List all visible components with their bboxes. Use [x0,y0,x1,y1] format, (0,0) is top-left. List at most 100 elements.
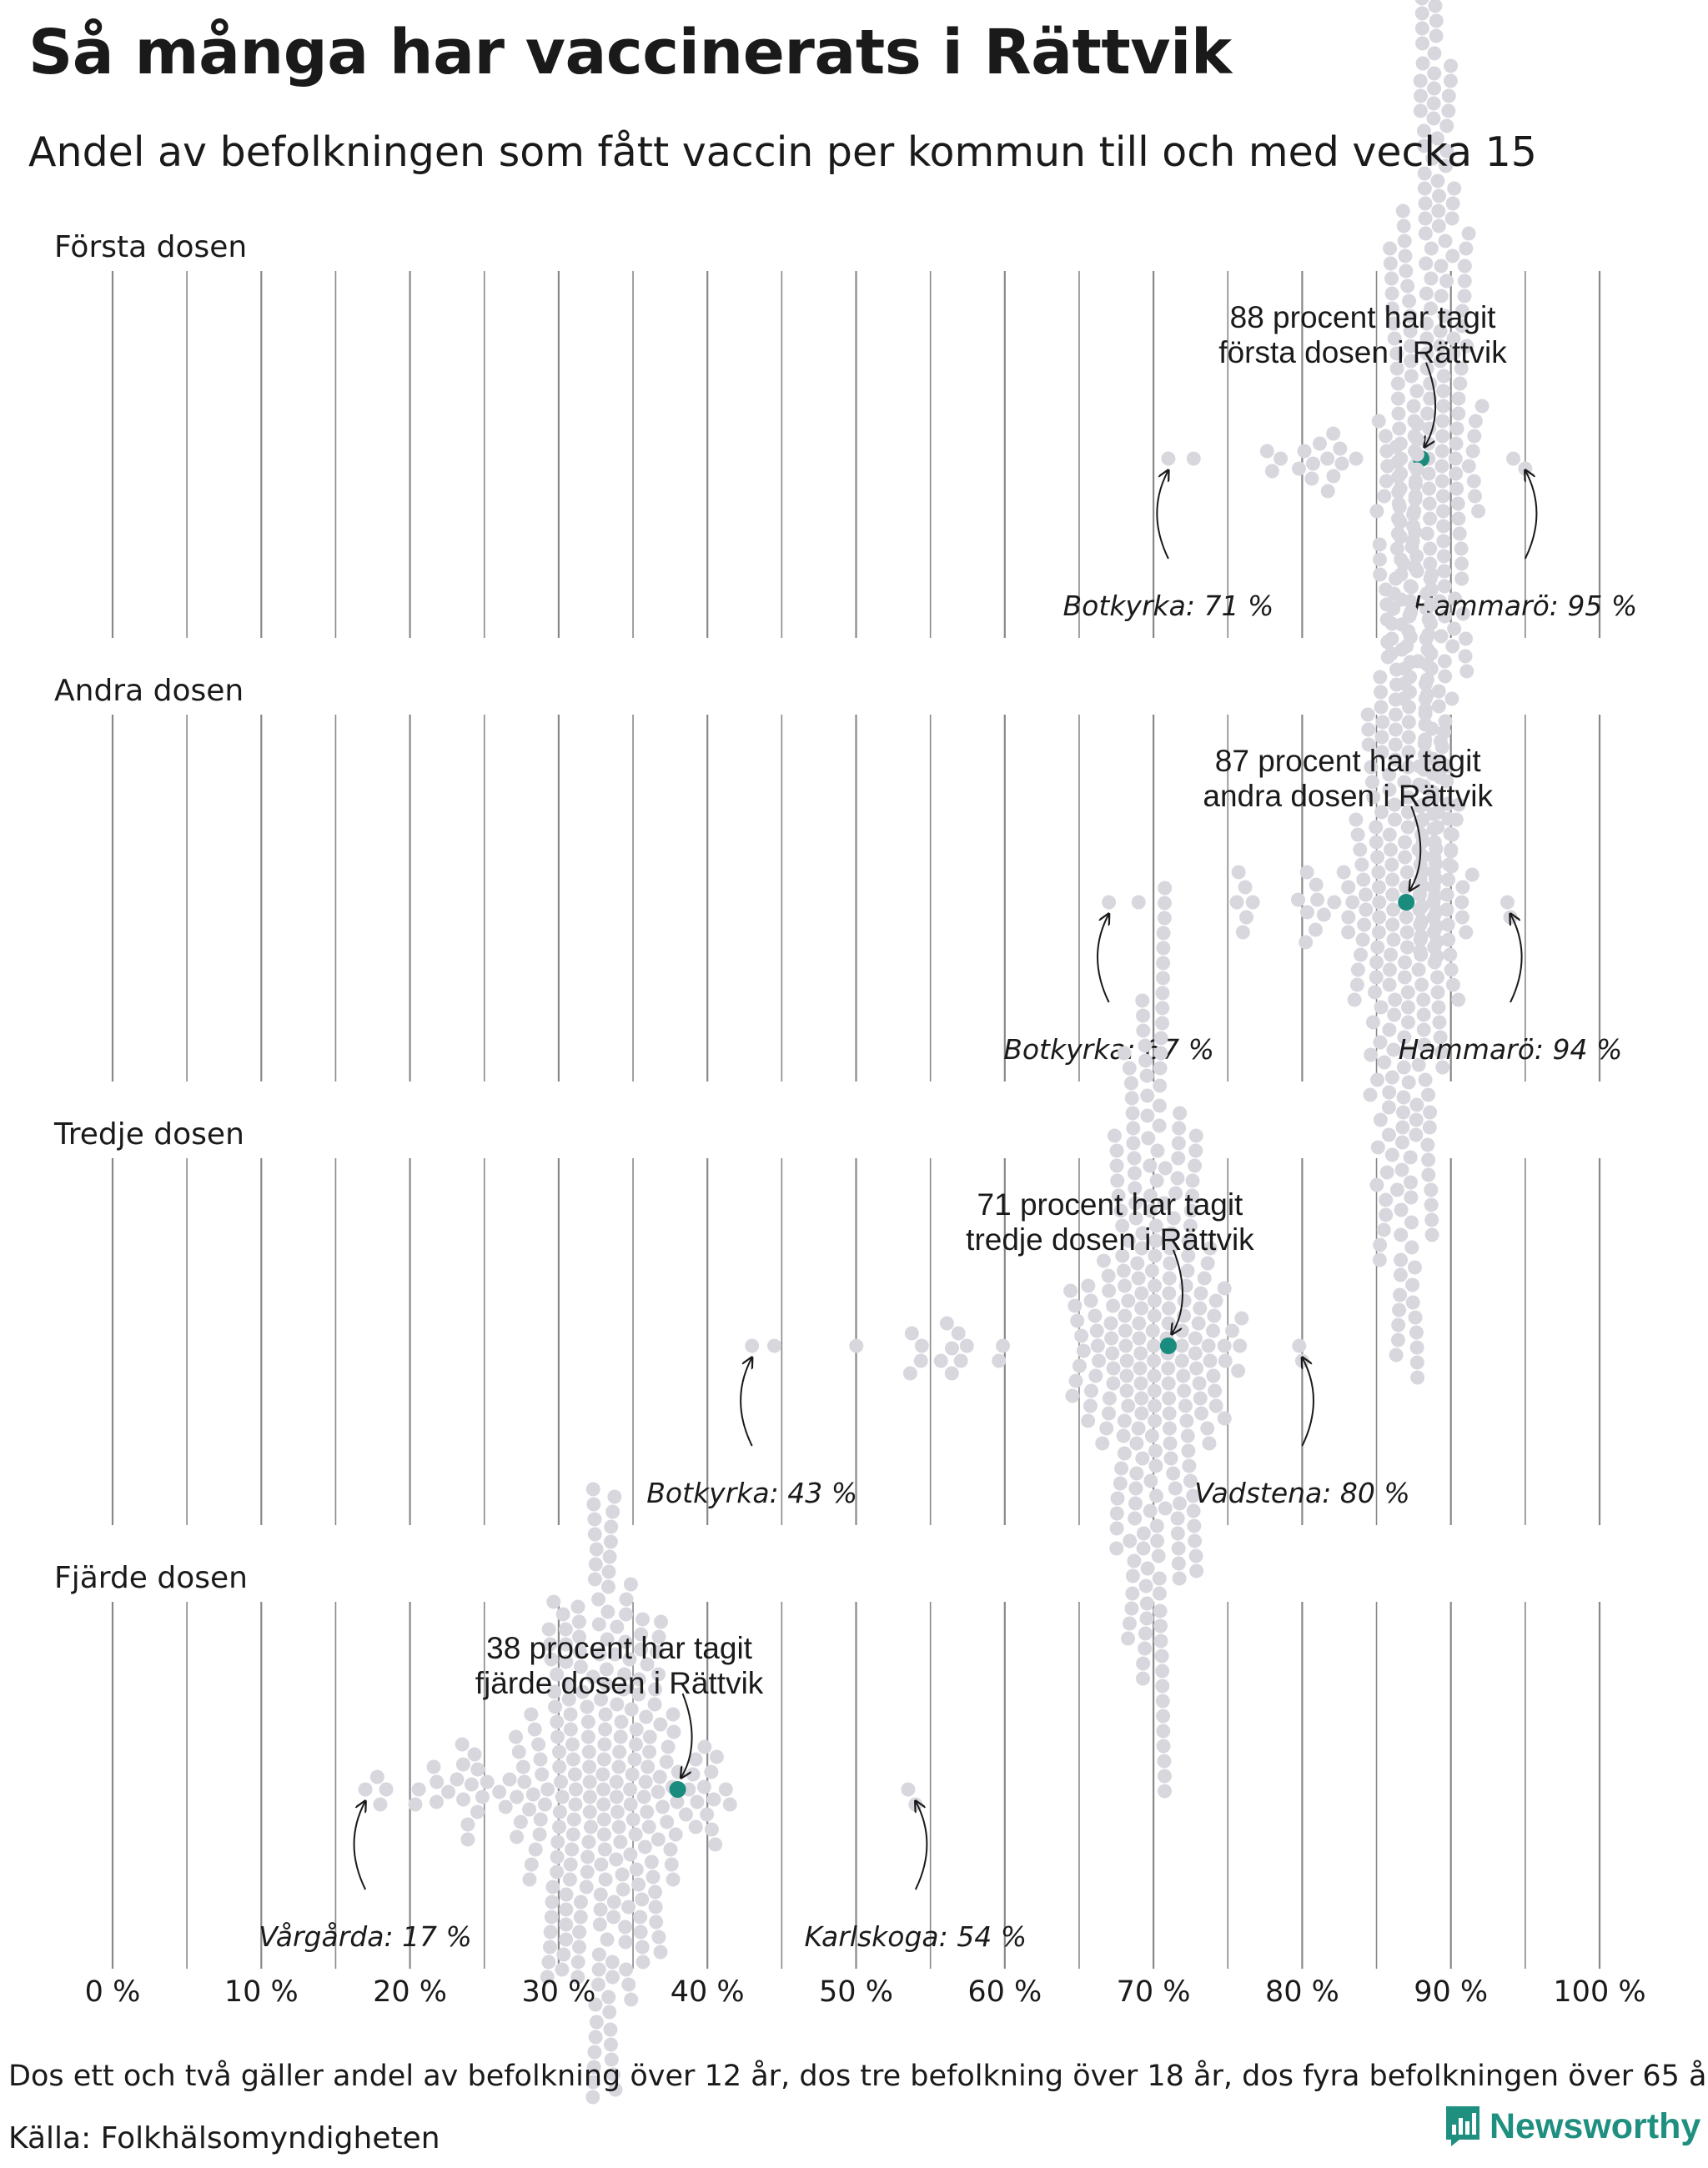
municipality-dot [668,1827,683,1842]
municipality-dot [1389,1182,1404,1197]
newsworthy-logo[interactable]: Newsworthy [1444,2105,1700,2148]
municipality-dot [1413,103,1428,118]
municipality-dot [1437,654,1452,669]
municipality-dot [619,1592,634,1607]
municipality-dot [1436,519,1451,534]
municipality-dot [1400,1015,1415,1030]
municipality-dot [531,1737,546,1752]
municipality-dot [1152,1571,1167,1586]
municipality-dot [1450,496,1465,511]
municipality-dot [944,1366,959,1381]
municipality-dot [1361,722,1376,737]
municipality-dot [1115,1218,1130,1233]
municipality-dot [1506,451,1521,466]
municipality-dot [1218,1353,1233,1368]
municipality-dot [624,1702,639,1717]
municipality-dot [1152,1118,1167,1133]
municipality-dot [651,1667,666,1682]
municipality-dot [1294,1353,1309,1368]
municipality-dot [522,1872,537,1887]
municipality-dot [556,1947,571,1962]
municipality-dot [1403,670,1418,685]
municipality-dot [628,1737,643,1752]
municipality-dot [1435,414,1450,429]
municipality-dot [1429,13,1444,28]
municipality-dot [1088,1308,1103,1323]
municipality-dot [1388,752,1403,767]
municipality-dot [1418,211,1433,226]
annotation-arrow [1409,805,1422,891]
municipality-dot [1403,630,1418,645]
municipality-dot [572,1925,587,1940]
municipality-dot [1430,173,1445,188]
municipality-dot [1447,181,1462,196]
municipality-dot [1447,621,1462,636]
municipality-dot [563,1722,578,1737]
municipality-dot [552,1819,567,1834]
municipality-dot [1420,406,1435,421]
municipality-dot [1455,880,1470,895]
municipality-dot [996,1338,1011,1353]
municipality-dot [1090,1338,1105,1353]
municipality-dot [1345,895,1360,910]
municipality-dot [1124,1091,1139,1106]
municipality-dot [1148,1278,1163,1293]
municipality-dot [1140,1561,1155,1576]
municipality-dot [1403,1175,1418,1190]
municipality-dot [1158,1784,1173,1799]
municipality-dot [1372,895,1387,910]
municipality-dot [1413,88,1428,103]
municipality-dot [1387,797,1402,812]
municipality-dot [1292,1338,1307,1353]
municipality-dot [654,1614,669,1629]
municipality-dot [1418,196,1433,211]
municipality-dot [1168,1186,1183,1201]
municipality-dot [1203,1353,1218,1368]
municipality-dot [1414,6,1429,21]
municipality-dot [1419,657,1434,672]
municipality-dot [1186,1488,1201,1503]
municipality-dot [1451,992,1466,1007]
municipality-dot [648,1884,663,1900]
municipality-dot [1354,947,1369,962]
municipality-dot [651,1930,666,1945]
municipality-dot [1409,462,1424,477]
municipality-dot [623,1577,638,1592]
municipality-dot [1404,580,1419,595]
municipality-dot [588,1997,603,2012]
newsworthy-logo-icon [1446,2106,1479,2146]
municipality-dot [1138,1038,1153,1053]
municipality-dot [601,1564,616,1579]
municipality-dot [558,1622,573,1637]
municipality-dot [379,1782,394,1797]
municipality-dot [1189,1563,1204,1578]
x-tick-label: 10 % [224,1975,299,2009]
municipality-dot [1409,1340,1424,1355]
municipality-dot [1217,1281,1232,1296]
municipality-dot [524,1857,539,1872]
municipality-dot [1455,606,1470,621]
municipality-dot [1172,1496,1187,1511]
municipality-dot [1393,529,1408,545]
municipality-dot [1433,324,1448,339]
municipality-dot [1369,1177,1384,1192]
municipality-dot [1163,1436,1178,1451]
municipality-dot [1136,1526,1151,1541]
municipality-dot [588,2030,603,2045]
municipality-dot [1399,940,1414,955]
municipality-dot [611,1819,626,1834]
municipality-dot [607,1489,622,1504]
municipality-dot [1131,1271,1146,1286]
municipality-dot [1421,612,1436,627]
municipality-dot [572,1629,587,1644]
municipality-dot [605,1504,620,1519]
municipality-dot [535,1767,550,1782]
municipality-dot [1391,484,1406,499]
municipality-dot [1106,1298,1121,1313]
municipality-dot [1418,717,1433,732]
municipality-dot [1409,1355,1424,1370]
footnote: Dos ett och två gäller andel av befolkni… [8,2060,1708,2093]
municipality-dot [573,1659,588,1674]
